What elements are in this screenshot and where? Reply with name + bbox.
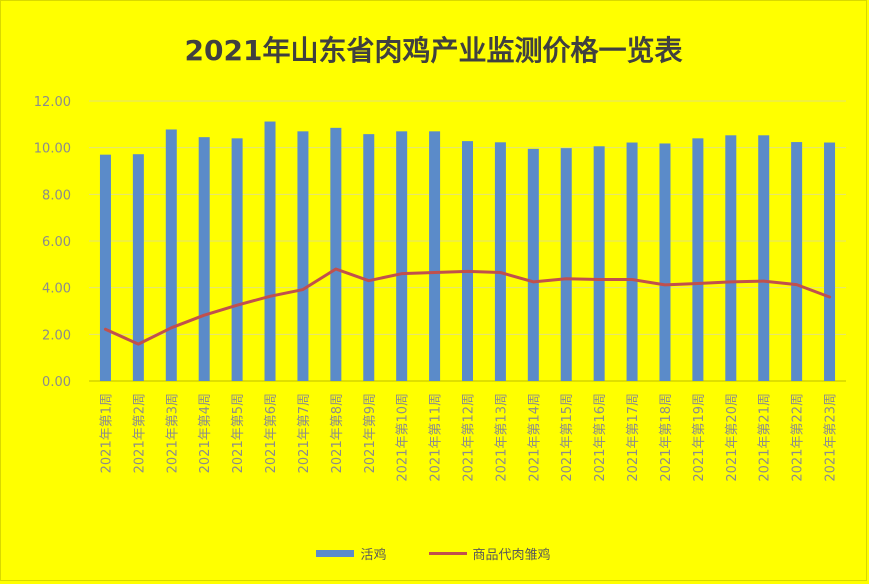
y-tick-label: 12.00 — [34, 95, 71, 110]
bar — [725, 135, 737, 381]
bar — [758, 135, 770, 381]
x-tick-label: 2021年第9周 — [363, 393, 378, 473]
bar — [165, 129, 177, 381]
x-tick-label: 2021年第19周 — [692, 393, 707, 482]
bar — [132, 154, 144, 381]
x-tick-label: 2021年第15周 — [560, 393, 575, 482]
x-tick-label: 2021年第17周 — [626, 393, 641, 482]
legend-label-chick: 商品代肉雏鸡 — [472, 548, 551, 563]
bar — [264, 121, 276, 382]
bar — [99, 154, 111, 381]
y-tick-label: 10.00 — [34, 142, 71, 157]
y-tick-label: 0.00 — [42, 375, 71, 390]
x-tick-label: 2021年第18周 — [659, 393, 674, 482]
series-line — [103, 267, 832, 346]
legend-swatch-bar — [316, 550, 355, 557]
legend-item-live-chicken: 活鸡 — [316, 544, 387, 563]
bar — [824, 142, 836, 381]
bar — [429, 131, 441, 381]
x-tick-label: 2021年第3周 — [165, 393, 180, 473]
legend-label-live-chicken: 活鸡 — [360, 548, 387, 563]
bar — [462, 141, 473, 381]
bar — [692, 138, 704, 381]
chart-title: 2021年山东省肉鸡产业监测价格一览表 — [184, 34, 683, 67]
x-tick-label: 2021年第8周 — [330, 393, 345, 473]
x-tick-label: 2021年第13周 — [494, 393, 509, 482]
x-tick-label: 2021年第12周 — [462, 393, 477, 482]
x-tick-label: 2021年第14周 — [527, 393, 542, 482]
legend-swatch-line — [428, 552, 467, 555]
x-tick-label: 2021年第1周 — [99, 393, 114, 473]
legend: 活鸡 商品代肉雏鸡 — [1, 544, 866, 563]
y-tick-label: 2.00 — [42, 328, 71, 343]
bar — [527, 148, 539, 381]
bar — [231, 138, 243, 381]
x-tick-label: 2021年第16周 — [593, 393, 608, 482]
y-tick-label: 8.00 — [42, 188, 71, 203]
bar — [659, 143, 671, 381]
bar — [330, 127, 342, 381]
bar — [791, 142, 803, 381]
bar — [626, 142, 638, 381]
bar — [297, 131, 309, 381]
x-tick-label: 2021年第20周 — [725, 393, 740, 482]
x-tick-label: 2021年第2周 — [132, 393, 147, 473]
bar — [396, 131, 408, 381]
x-tick-label: 2021年第11周 — [429, 393, 444, 482]
y-tick-label: 6.00 — [42, 235, 71, 250]
legend-item-chick: 商品代肉雏鸡 — [428, 544, 551, 563]
bar — [494, 142, 506, 381]
bar — [198, 137, 210, 381]
y-tick-label: 4.00 — [42, 282, 71, 297]
bar — [363, 134, 375, 381]
x-tick-label: 2021年第7周 — [297, 393, 312, 473]
x-tick-label: 2021年第10周 — [396, 393, 411, 482]
x-tick-label: 2021年第5周 — [231, 393, 246, 473]
x-tick-label: 2021年第22周 — [791, 393, 806, 482]
x-tick-label: 2021年第21周 — [758, 393, 773, 482]
x-tick-label: 2021年第6周 — [264, 393, 279, 473]
x-tick-label: 2021年第4周 — [198, 393, 213, 473]
bar — [593, 146, 605, 381]
bar — [560, 148, 572, 381]
x-tick-label: 2021年第23周 — [824, 393, 839, 482]
